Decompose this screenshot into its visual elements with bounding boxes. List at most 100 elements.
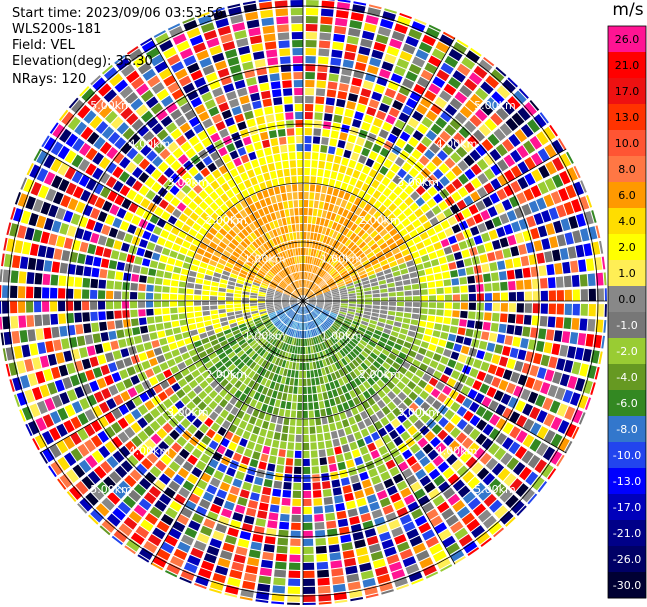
ray-gate <box>320 243 325 251</box>
ray-gate <box>363 114 374 124</box>
ray-gate <box>399 514 412 525</box>
ray-gate <box>603 272 607 286</box>
ray-gate <box>220 279 228 284</box>
ray-gate <box>132 153 144 165</box>
range-ring-label: 4.00km <box>129 445 171 458</box>
ray-gate <box>287 241 292 249</box>
ray-gate <box>128 202 139 213</box>
ray-gate <box>90 207 101 220</box>
ray-gate <box>194 77 207 88</box>
ray-gate <box>313 309 320 315</box>
ray-gate <box>479 253 488 264</box>
ray-gate <box>306 370 311 378</box>
ray-gate <box>448 48 463 62</box>
ray-gate <box>206 428 216 439</box>
ray-gate <box>391 569 406 580</box>
ray-gate <box>494 250 504 260</box>
ray-gate <box>49 122 59 134</box>
ray-gate <box>533 240 543 252</box>
ray-gate <box>47 353 57 366</box>
ray-gate <box>265 261 273 269</box>
ray-gate <box>469 428 481 441</box>
ray-gate <box>549 450 563 465</box>
ray-gate <box>332 291 340 295</box>
ray-gate <box>250 541 262 551</box>
ray-gate <box>1 253 5 267</box>
ray-gate <box>263 243 270 251</box>
ray-gate <box>385 459 396 470</box>
ray-gate <box>363 347 372 355</box>
ray-gate <box>57 478 67 490</box>
ray-gate <box>293 80 303 88</box>
ray-gate <box>497 260 506 271</box>
ray-gate <box>564 232 574 245</box>
ray-gate <box>193 123 204 134</box>
ray-gate <box>274 105 284 114</box>
ray-gate <box>255 334 263 342</box>
ray-gate <box>314 318 320 326</box>
ray-gate <box>168 405 179 416</box>
ray-gate <box>269 73 280 82</box>
ray-gate <box>349 177 358 186</box>
ray-gate <box>481 396 492 408</box>
ray-gate <box>143 540 158 554</box>
ray-gate <box>333 495 344 504</box>
ray-gate <box>145 96 159 109</box>
instrument-text: WLS200s-181 <box>12 22 102 37</box>
ray-gate <box>170 61 185 73</box>
ray-gate <box>39 355 50 368</box>
ray-gate <box>125 400 136 411</box>
ray-gate <box>301 330 303 338</box>
ray-gate <box>489 262 498 272</box>
ray-gate <box>327 81 338 90</box>
ray-gate <box>402 419 413 430</box>
ray-gate <box>260 328 267 334</box>
ray-gate <box>372 263 381 270</box>
ray-gate <box>427 281 436 288</box>
ray-gate <box>275 274 282 281</box>
ray-gate <box>547 384 558 398</box>
ray-gate <box>238 272 247 279</box>
ray-gate <box>332 273 340 279</box>
ray-gate <box>247 379 256 388</box>
ray-gate <box>261 329 269 337</box>
ray-gate <box>204 360 214 369</box>
ray-gate <box>347 134 357 144</box>
ray-gate <box>125 337 135 347</box>
ray-gate <box>363 287 372 292</box>
ray-gate <box>257 74 269 84</box>
ray-gate <box>318 601 332 605</box>
ray-gate <box>254 355 262 363</box>
ray-gate <box>347 308 356 313</box>
ray-gate <box>419 231 429 241</box>
ray-gate <box>258 308 267 313</box>
ray-gate <box>287 286 294 292</box>
ray-gate <box>288 144 296 152</box>
ray-gate <box>266 299 274 301</box>
ray-gate <box>372 305 380 310</box>
ray-gate <box>342 322 350 328</box>
ray-gate <box>395 424 406 435</box>
ray-gate <box>571 317 580 330</box>
ray-gate <box>32 229 43 243</box>
ray-gate <box>334 320 342 326</box>
ray-gate <box>216 176 226 186</box>
ray-gate <box>508 133 521 148</box>
ray-gate <box>473 65 488 79</box>
ray-gate <box>182 240 191 249</box>
ray-gate <box>327 415 335 424</box>
ray-gate <box>274 561 287 570</box>
ray-gate <box>325 264 332 272</box>
ray-gate <box>394 371 404 380</box>
ray-gate <box>266 388 274 397</box>
ray-gate <box>173 493 186 505</box>
ray-gate <box>492 292 500 301</box>
ray-gate <box>507 95 521 110</box>
ray-gate <box>357 421 366 430</box>
ray-gate <box>385 357 394 366</box>
ray-gate <box>242 291 250 295</box>
ray-gate <box>460 310 468 319</box>
ray-gate <box>270 314 277 320</box>
ray-gate <box>309 256 313 264</box>
ray-gate <box>364 298 372 301</box>
